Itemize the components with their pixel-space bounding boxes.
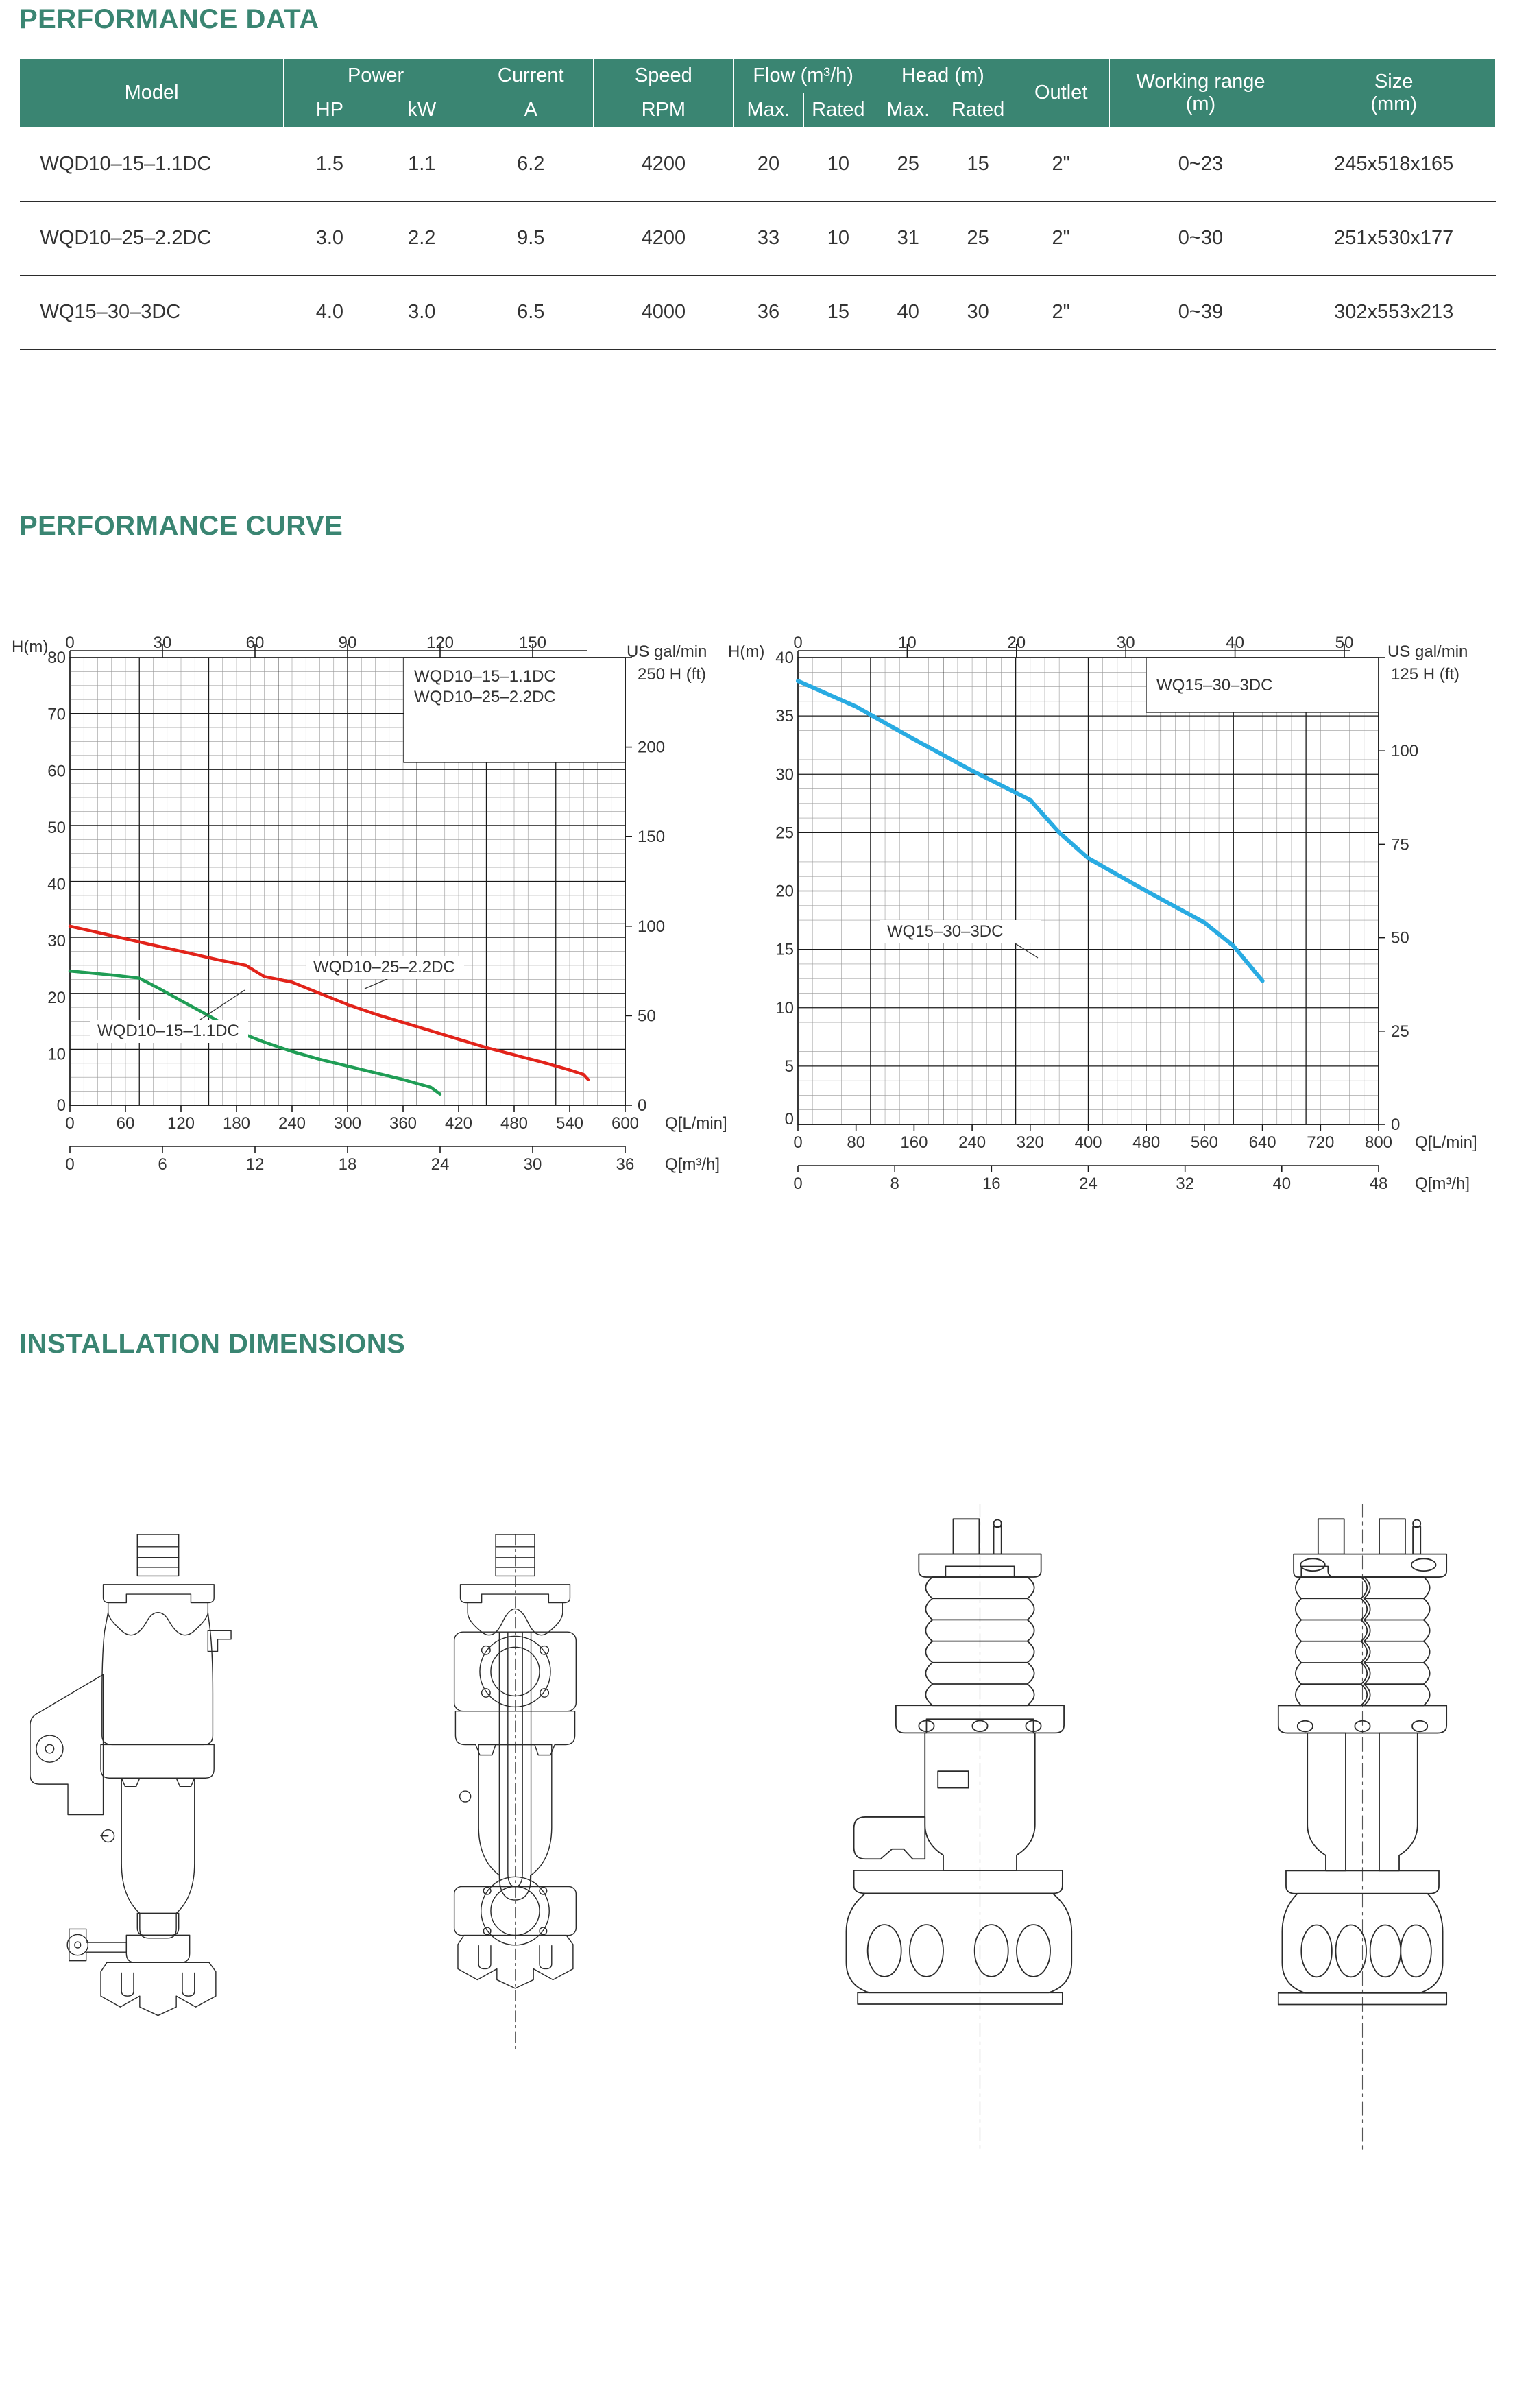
svg-text:48: 48 — [1370, 1175, 1388, 1193]
svg-text:WQD10–15–1.1DC: WQD10–15–1.1DC — [414, 667, 556, 686]
svg-text:240: 240 — [278, 1114, 306, 1133]
svg-text:US gal/min: US gal/min — [627, 642, 707, 661]
svg-text:30: 30 — [1117, 634, 1135, 652]
svg-text:H(m): H(m) — [12, 638, 48, 656]
svg-text:300: 300 — [334, 1114, 361, 1133]
svg-text:250 H (ft): 250 H (ft) — [638, 665, 706, 684]
svg-text:0: 0 — [793, 634, 802, 652]
svg-text:WQ15–30–3DC: WQ15–30–3DC — [887, 922, 1003, 941]
svg-text:12: 12 — [246, 1155, 265, 1174]
svg-text:30: 30 — [47, 932, 66, 950]
svg-text:0: 0 — [793, 1175, 802, 1193]
svg-text:36: 36 — [616, 1155, 635, 1174]
svg-text:40: 40 — [47, 876, 66, 894]
svg-text:20: 20 — [47, 989, 66, 1007]
svg-text:20: 20 — [775, 882, 794, 901]
svg-text:0: 0 — [65, 1155, 74, 1174]
svg-text:180: 180 — [223, 1114, 250, 1133]
svg-text:WQ15–30–3DC: WQ15–30–3DC — [1156, 676, 1272, 695]
svg-text:0: 0 — [65, 1114, 74, 1133]
svg-text:20: 20 — [1007, 634, 1026, 652]
svg-text:8: 8 — [890, 1175, 899, 1193]
svg-text:25: 25 — [1391, 1022, 1409, 1041]
svg-text:10: 10 — [775, 999, 794, 1018]
svg-text:240: 240 — [958, 1133, 986, 1152]
svg-text:40: 40 — [1226, 634, 1244, 652]
svg-text:18: 18 — [339, 1155, 357, 1174]
svg-text:40: 40 — [1272, 1175, 1291, 1193]
svg-text:32: 32 — [1176, 1175, 1194, 1193]
svg-text:50: 50 — [47, 819, 66, 837]
svg-text:0: 0 — [1391, 1116, 1400, 1134]
svg-text:100: 100 — [1391, 742, 1418, 760]
svg-text:6: 6 — [158, 1155, 167, 1174]
svg-text:720: 720 — [1307, 1133, 1334, 1152]
svg-text:160: 160 — [900, 1133, 928, 1152]
svg-text:Q[L/min]: Q[L/min] — [665, 1114, 727, 1133]
svg-text:15: 15 — [775, 941, 794, 959]
svg-text:US gal/min: US gal/min — [1387, 642, 1468, 661]
svg-text:Q[m³/h]: Q[m³/h] — [665, 1155, 720, 1174]
svg-text:400: 400 — [1074, 1133, 1102, 1152]
svg-text:360: 360 — [389, 1114, 417, 1133]
svg-text:0: 0 — [785, 1110, 794, 1129]
svg-text:35: 35 — [775, 707, 794, 725]
svg-text:60: 60 — [246, 634, 265, 652]
svg-text:200: 200 — [638, 738, 665, 757]
svg-text:150: 150 — [519, 634, 546, 652]
svg-text:100: 100 — [638, 917, 665, 936]
svg-text:560: 560 — [1191, 1133, 1218, 1152]
svg-text:10: 10 — [47, 1045, 66, 1063]
svg-text:420: 420 — [445, 1114, 472, 1133]
svg-text:600: 600 — [611, 1114, 639, 1133]
svg-text:80: 80 — [47, 649, 66, 667]
svg-text:0: 0 — [638, 1096, 646, 1115]
svg-text:0: 0 — [65, 634, 74, 652]
svg-text:75: 75 — [1391, 835, 1409, 854]
svg-text:40: 40 — [775, 649, 794, 667]
svg-text:30: 30 — [775, 765, 794, 784]
svg-text:480: 480 — [1132, 1133, 1160, 1152]
svg-text:50: 50 — [638, 1007, 656, 1025]
svg-text:24: 24 — [431, 1155, 450, 1174]
svg-text:50: 50 — [1391, 929, 1409, 948]
svg-text:60: 60 — [47, 762, 66, 780]
svg-text:90: 90 — [339, 634, 357, 652]
svg-text:480: 480 — [500, 1114, 528, 1133]
svg-text:70: 70 — [47, 706, 66, 724]
svg-text:150: 150 — [638, 828, 665, 846]
svg-text:50: 50 — [1335, 634, 1354, 652]
svg-text:WQD10–25–2.2DC: WQD10–25–2.2DC — [414, 688, 556, 706]
svg-text:0: 0 — [57, 1096, 66, 1115]
svg-text:16: 16 — [982, 1175, 1001, 1193]
svg-text:WQD10–25–2.2DC: WQD10–25–2.2DC — [313, 958, 455, 976]
svg-text:60: 60 — [117, 1114, 135, 1133]
svg-text:5: 5 — [785, 1057, 794, 1076]
svg-text:80: 80 — [847, 1133, 865, 1152]
svg-text:125 H (ft): 125 H (ft) — [1391, 665, 1459, 684]
svg-text:WQD10–15–1.1DC: WQD10–15–1.1DC — [97, 1022, 239, 1040]
svg-text:10: 10 — [898, 634, 917, 652]
svg-text:640: 640 — [1249, 1133, 1276, 1152]
svg-text:800: 800 — [1365, 1133, 1392, 1152]
svg-text:30: 30 — [524, 1155, 542, 1174]
svg-text:0: 0 — [793, 1133, 802, 1152]
svg-text:Q[L/min]: Q[L/min] — [1415, 1133, 1477, 1152]
svg-text:120: 120 — [167, 1114, 195, 1133]
svg-text:120: 120 — [426, 634, 454, 652]
svg-text:30: 30 — [154, 634, 172, 652]
svg-text:25: 25 — [775, 823, 794, 842]
svg-text:24: 24 — [1079, 1175, 1098, 1193]
svg-text:320: 320 — [1017, 1133, 1044, 1152]
svg-text:Q[m³/h]: Q[m³/h] — [1415, 1175, 1470, 1193]
svg-text:540: 540 — [556, 1114, 583, 1133]
